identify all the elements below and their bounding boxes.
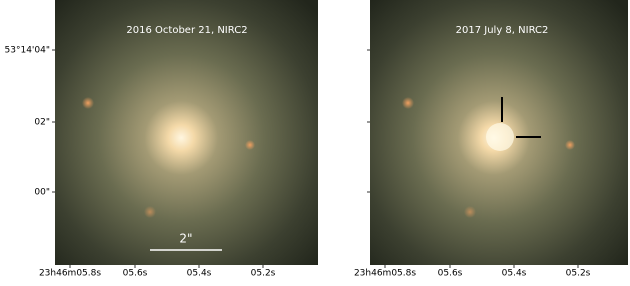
image xyxy=(55,0,318,265)
x-tick-label: 05.6s xyxy=(123,269,148,279)
x-tick-label: 23h46m05.8s xyxy=(39,269,101,279)
x-tick-label: 23h46m05.8s xyxy=(354,269,416,279)
source xyxy=(464,206,476,218)
panel-title: 2016 October 21, NIRC2 xyxy=(126,25,247,36)
x-tick-label: 05.2s xyxy=(566,269,591,279)
y-tick-label: 53°14'04" xyxy=(5,46,50,56)
x-tick-label: 05.2s xyxy=(251,269,276,279)
y-tick-label: 02" xyxy=(34,118,50,128)
scale-label: 2" xyxy=(179,232,192,246)
x-tick-label: 05.4s xyxy=(187,269,212,279)
figure: 2" 2016 October 21, NIRC2 2017 July 8, N… xyxy=(0,0,630,286)
panel-1: 2" 2016 October 21, NIRC2 xyxy=(55,0,318,265)
panel-title: 2017 July 8, NIRC2 xyxy=(456,25,549,36)
y-tick-label: 00" xyxy=(34,188,50,198)
transient xyxy=(486,123,514,151)
x-tick-label: 05.6s xyxy=(438,269,463,279)
panel-2: 2017 July 8, NIRC2 xyxy=(370,0,628,265)
source xyxy=(565,140,575,150)
x-tick-label: 05.4s xyxy=(502,269,527,279)
source xyxy=(82,97,94,109)
source xyxy=(402,97,414,109)
source xyxy=(144,206,156,218)
source xyxy=(245,140,255,150)
